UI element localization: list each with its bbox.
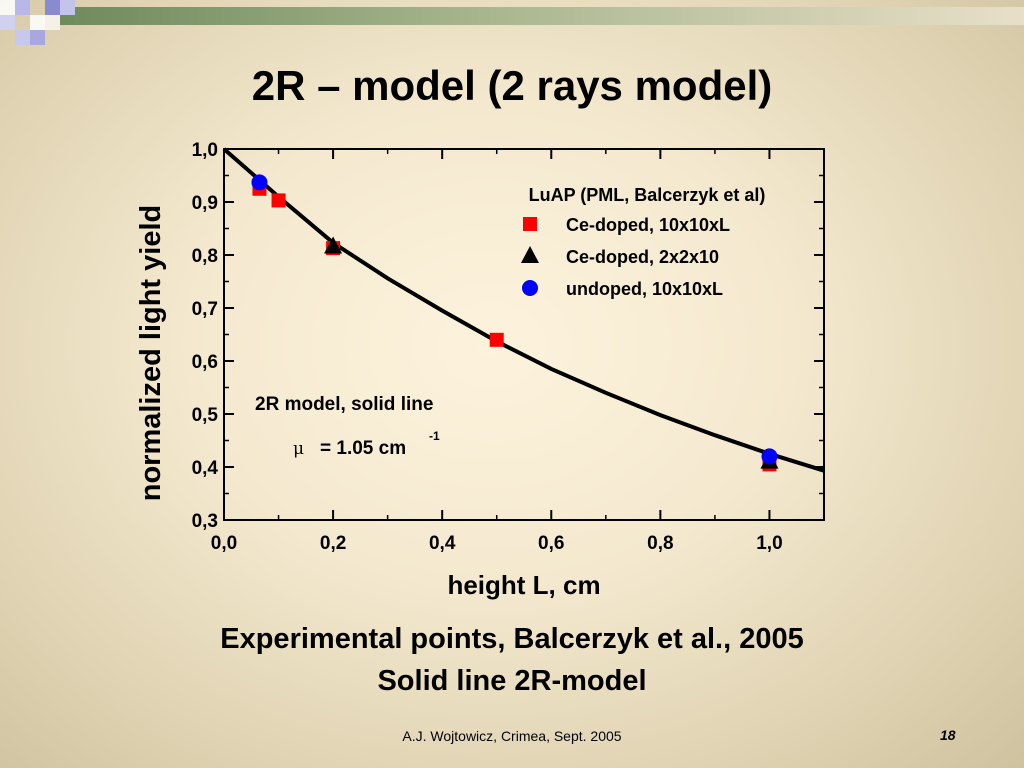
y-tick-label: 0,7 — [192, 299, 218, 320]
mu-value: = 1.05 cm — [320, 438, 406, 459]
y-tick-label: 1,0 — [192, 140, 218, 161]
legend-square-marker — [523, 217, 537, 231]
model-line — [222, 147, 825, 473]
axis-ticks — [223, 148, 824, 521]
y-axis-label: normalized light yield — [135, 205, 167, 502]
triangle-point — [324, 236, 343, 254]
x-tick-label: 0,4 — [429, 533, 456, 554]
circle-point — [251, 174, 268, 191]
mu-exponent: -1 — [429, 429, 440, 443]
header-decoration — [0, 0, 1024, 45]
data-points — [251, 174, 779, 472]
footer-text: A.J. Wojtowicz, Crimea, Sept. 2005 — [402, 728, 622, 744]
y-tick-labels: 0,3 0,4 0,5 0,6 0,7 0,8 0,9 1,0 — [192, 140, 219, 532]
x-tick-label: 0,6 — [538, 533, 564, 554]
x-tick-labels: 0,0 0,2 0,4 0,6 0,8 1,0 — [211, 533, 783, 554]
x-tick-label: 1,0 — [756, 533, 782, 554]
square-point — [489, 332, 504, 347]
legend-series-1: Ce-doped, 10x10xL — [566, 215, 730, 235]
square-point — [271, 193, 286, 208]
y-tick-label: 0,3 — [192, 511, 218, 532]
x-axis-label: height L, cm — [447, 570, 600, 600]
caption-line-1: Experimental points, Balcerzyk et al., 2… — [220, 623, 804, 655]
y-tick-label: 0,4 — [192, 458, 219, 479]
mu-symbol: μ — [293, 439, 304, 459]
legend-series-2: Ce-doped, 2x2x10 — [566, 247, 719, 267]
model-annotation: 2R model, solid line μ = 1.05 cm -1 — [255, 394, 440, 459]
caption-line-2: Solid line 2R-model — [377, 665, 647, 697]
y-tick-label: 0,8 — [192, 246, 218, 267]
x-tick-label: 0,0 — [211, 533, 237, 554]
slide-title: 2R – model (2 rays model) — [251, 62, 773, 109]
legend-triangle-marker — [521, 246, 539, 263]
x-tick-label: 0,2 — [320, 533, 346, 554]
legend-title: LuAP (PML, Balcerzyk et al) — [529, 185, 766, 205]
circle-point — [761, 448, 778, 465]
y-tick-label: 0,5 — [192, 405, 219, 426]
y-tick-label: 0,9 — [192, 193, 218, 214]
page-number: 18 — [940, 727, 956, 743]
legend-series-3: undoped, 10x10xL — [566, 279, 723, 299]
x-tick-label: 0,8 — [647, 533, 673, 554]
legend: LuAP (PML, Balcerzyk et al) Ce-doped, 10… — [521, 185, 765, 299]
legend-circle-marker — [522, 280, 538, 296]
light-yield-chart: 0,0 0,2 0,4 0,6 0,8 1,0 0,3 0,4 0,5 0,6 0,7 0,8 0,9… — [135, 140, 825, 600]
y-tick-label: 0,6 — [192, 352, 218, 373]
annotation-line1: 2R model, solid line — [255, 394, 433, 415]
